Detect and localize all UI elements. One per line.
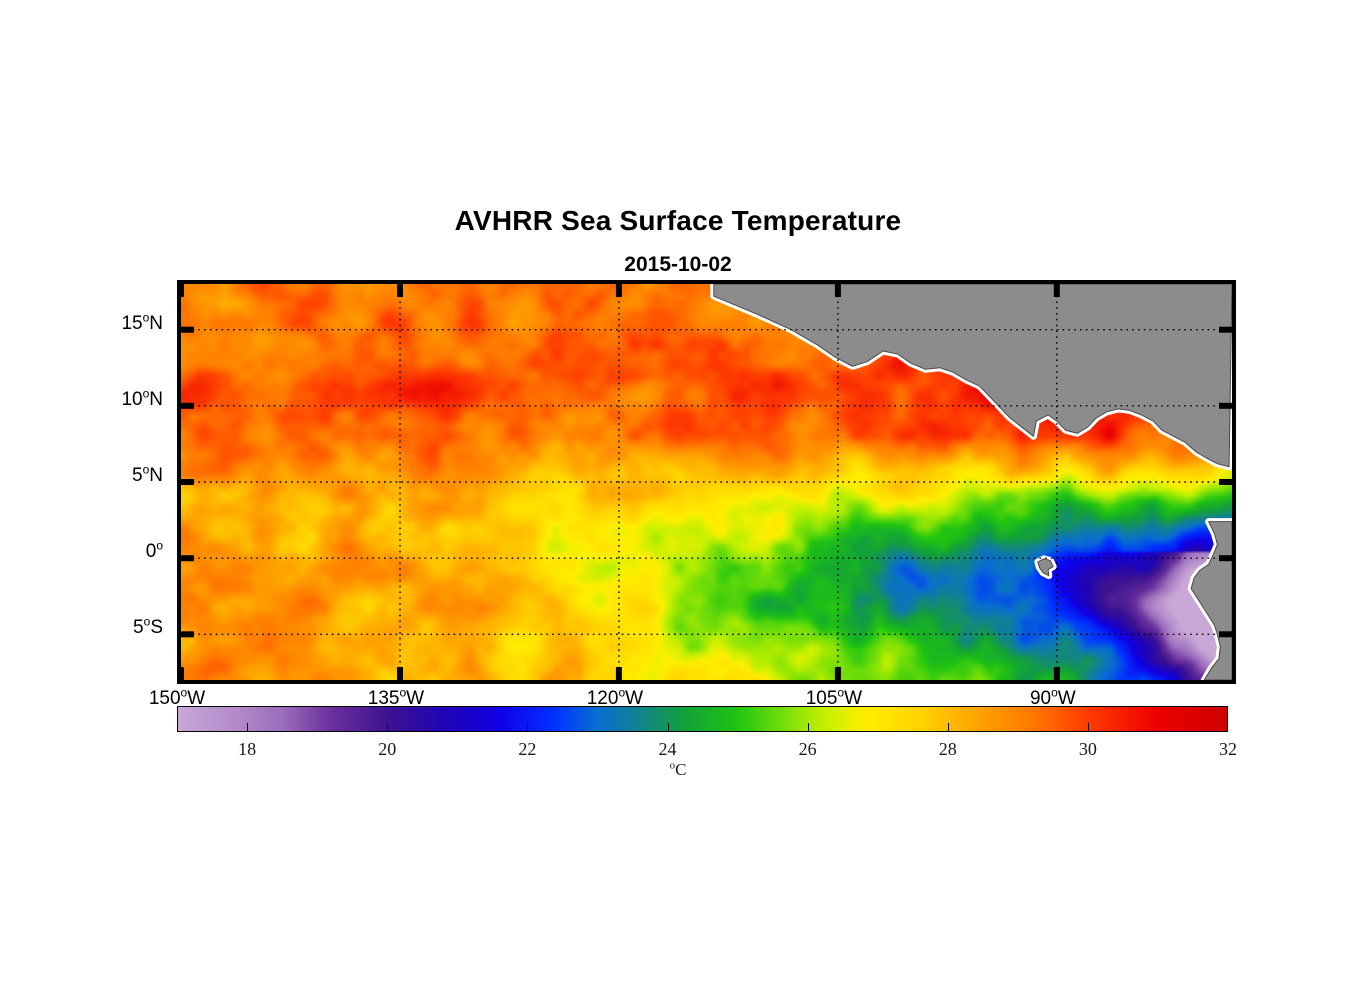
x-tick-label-0: 150oW bbox=[148, 685, 206, 709]
colorbar-tick-4 bbox=[807, 723, 809, 732]
colorbar-tick-1 bbox=[387, 723, 389, 732]
colorbar-gradient bbox=[178, 707, 1227, 731]
figure-subtitle: 2015-10-02 bbox=[624, 253, 732, 276]
colorbar-label-2: 22 bbox=[518, 739, 537, 759]
x-tick-label-2: 120oW bbox=[586, 685, 644, 709]
map-plot-area bbox=[181, 284, 1232, 680]
y-tick-label-4: 5oS bbox=[133, 614, 163, 639]
colorbar-label-1: 20 bbox=[378, 739, 397, 759]
colorbar-tick-5 bbox=[947, 723, 949, 732]
colorbar-unit-label: oC bbox=[669, 759, 687, 779]
map-axes bbox=[177, 280, 1236, 684]
colorbar-tick-2 bbox=[527, 723, 529, 732]
colorbar-label-3: 24 bbox=[658, 739, 677, 759]
sst-heatmap bbox=[181, 284, 1232, 680]
y-tick-label-2: 5oN bbox=[132, 462, 163, 486]
colorbar-tick-6 bbox=[1087, 723, 1089, 732]
figure-title: AVHRR Sea Surface Temperature bbox=[454, 205, 902, 236]
colorbar-label-4: 26 bbox=[798, 739, 817, 759]
y-tick-label-3: 0o bbox=[145, 538, 163, 563]
colorbar-label-0: 18 bbox=[238, 739, 257, 759]
x-tick-label-3: 105oW bbox=[805, 685, 863, 709]
x-tick-label-4: 90oW bbox=[1029, 685, 1076, 709]
colorbar-label-7: 32 bbox=[1219, 739, 1237, 759]
x-tick-label-1: 135oW bbox=[367, 685, 425, 709]
y-tick-label-0: 15oN bbox=[121, 310, 163, 334]
colorbar-tick-0 bbox=[247, 723, 249, 732]
colorbar-tick-3 bbox=[667, 723, 669, 732]
colorbar bbox=[177, 706, 1228, 732]
colorbar-label-5: 28 bbox=[938, 739, 957, 759]
colorbar-label-6: 30 bbox=[1078, 739, 1097, 759]
y-tick-label-1: 10oN bbox=[121, 386, 163, 410]
landmass bbox=[1037, 558, 1054, 577]
